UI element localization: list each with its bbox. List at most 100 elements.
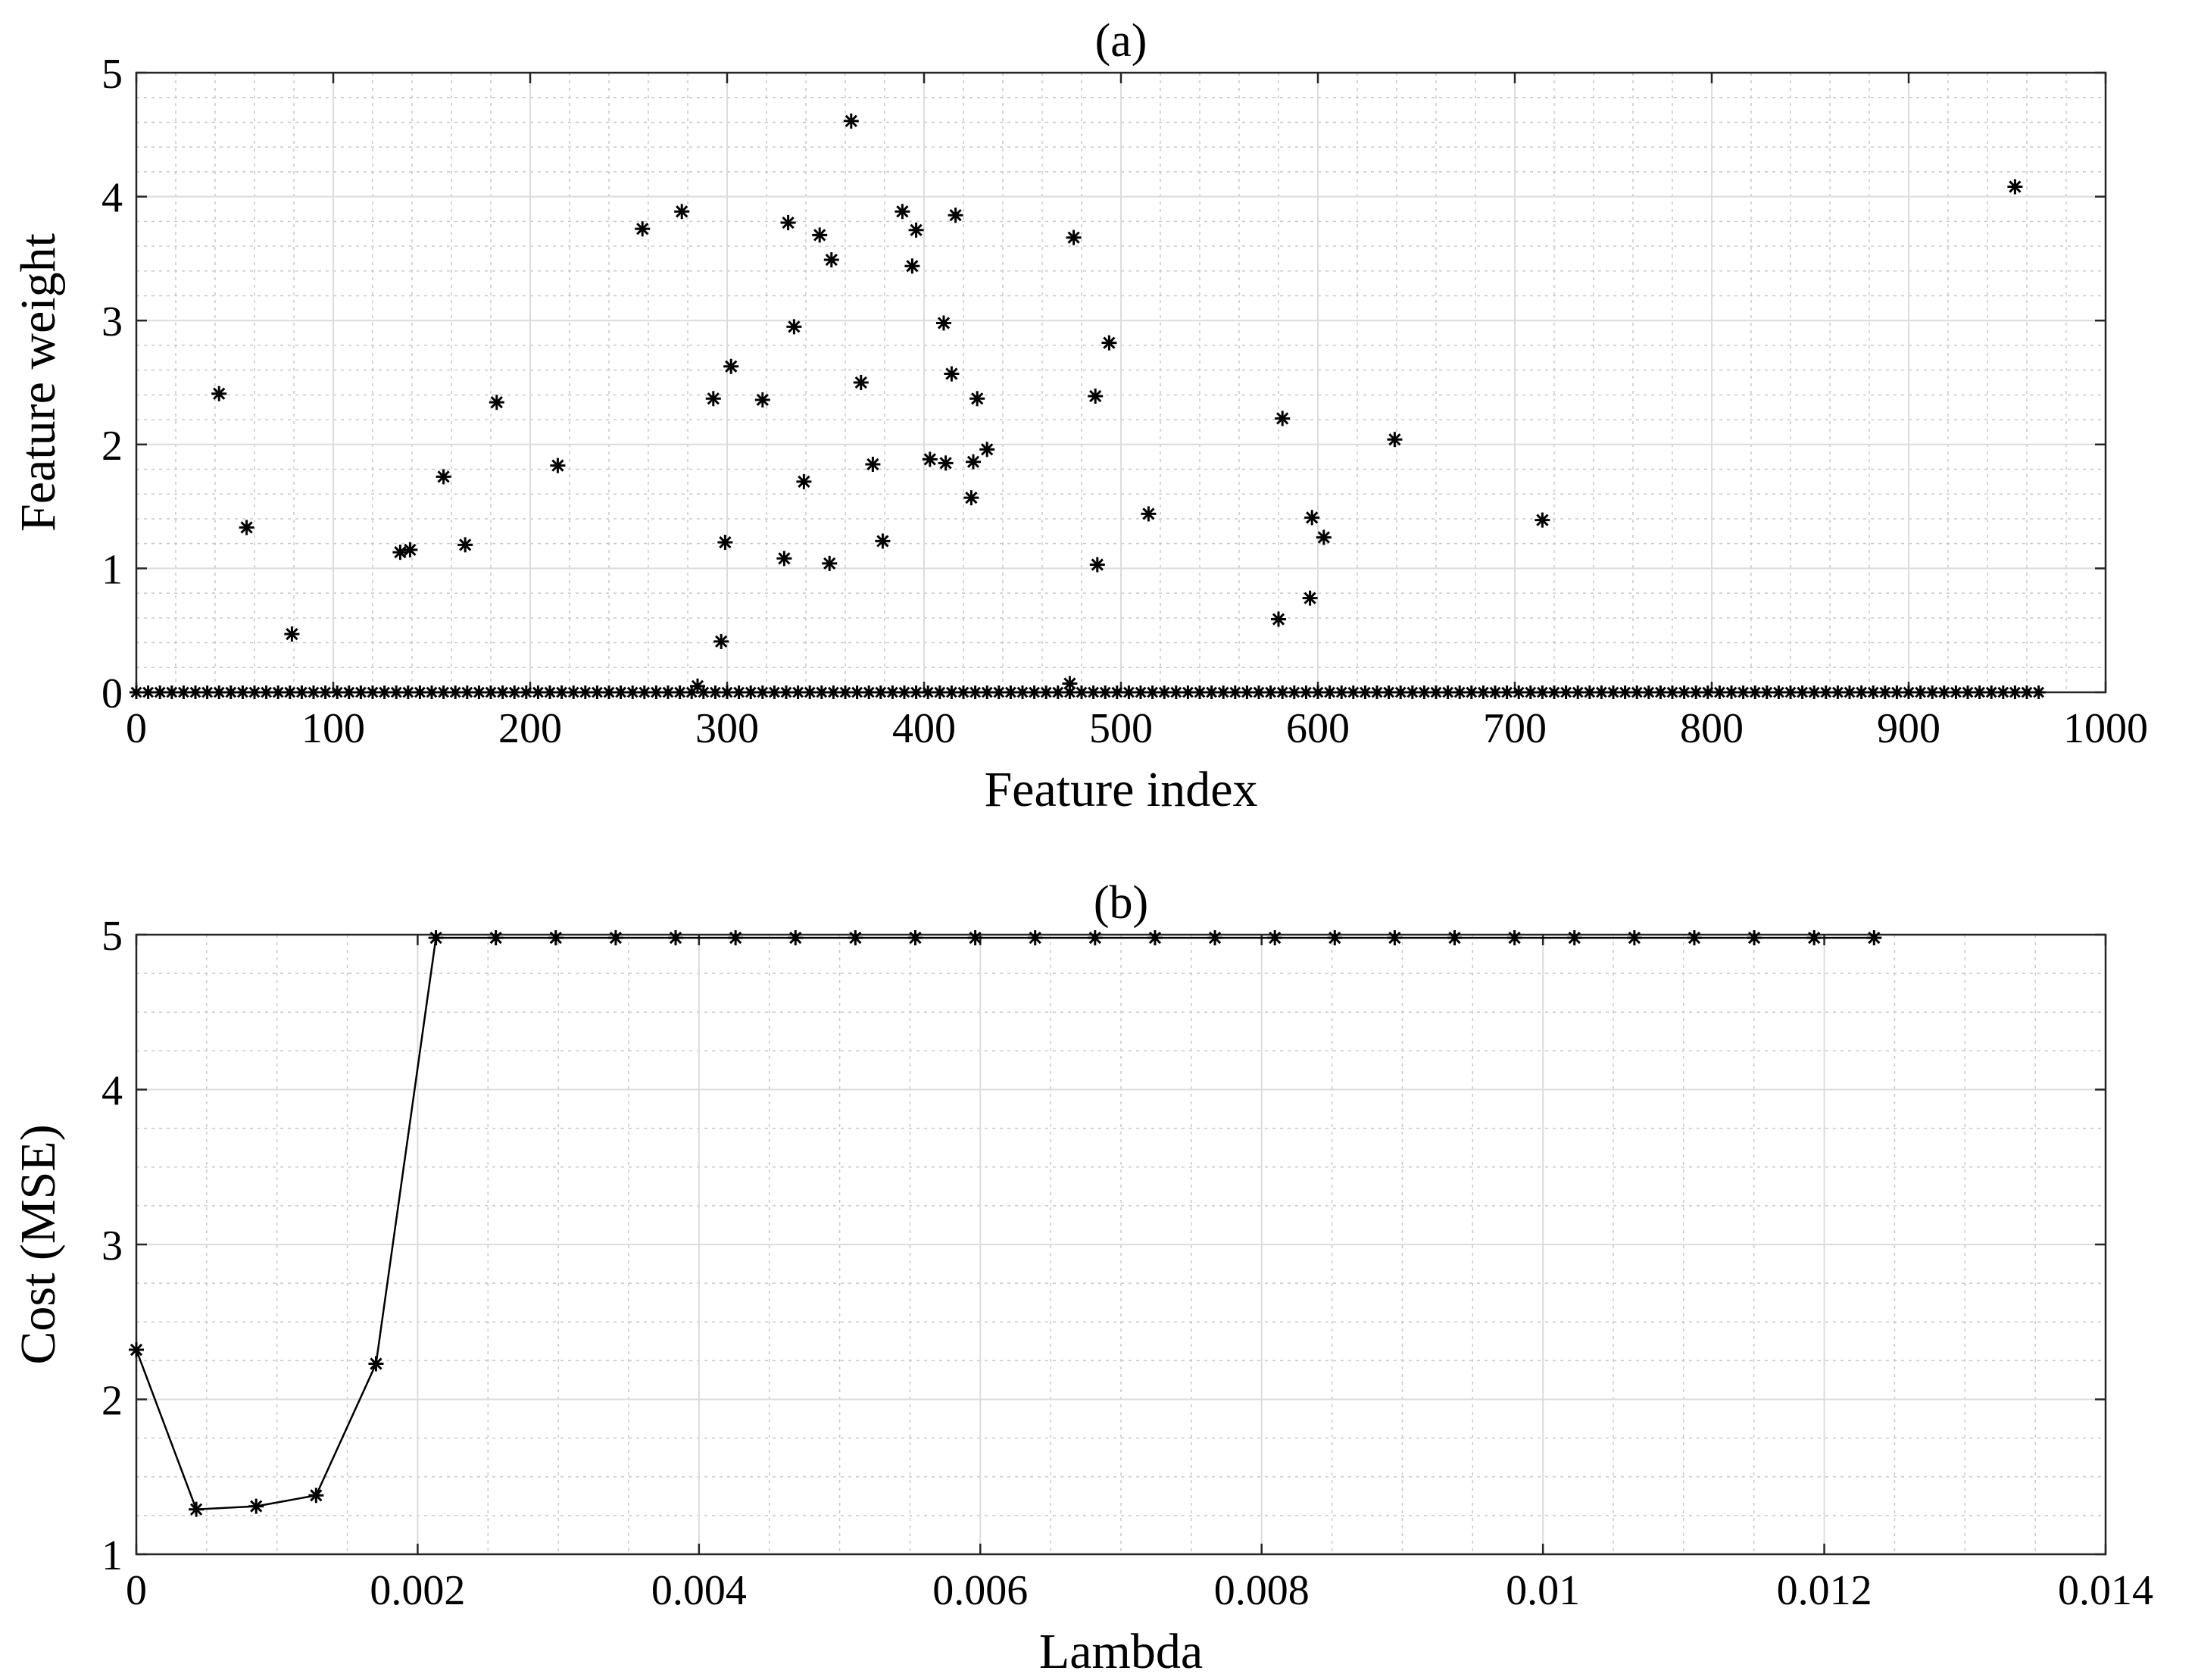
cost-point	[1027, 930, 1043, 946]
zero-weight-marker	[1641, 685, 1656, 699]
a-x-tick-label: 600	[1286, 705, 1350, 752]
zero-weight-marker	[1098, 685, 1113, 699]
zero-weight-marker	[862, 685, 876, 699]
feature-weight-point	[1304, 510, 1320, 526]
feature-weight-point	[550, 457, 566, 473]
cost-point	[368, 1356, 384, 1372]
cost-point	[1447, 930, 1463, 946]
zero-weight-marker	[1039, 685, 1054, 699]
feature-weight-point	[392, 545, 408, 561]
zero-weight-marker	[1523, 685, 1538, 699]
zero-weight-marker	[401, 685, 415, 699]
zero-weight-marker	[1996, 685, 2010, 699]
zero-weight-marker	[2008, 685, 2022, 699]
zero-weight-marker	[850, 685, 864, 699]
panel-b-title: (b)	[1094, 877, 1148, 929]
zero-weight-marker	[1346, 685, 1360, 699]
b-y-tick-label: 2	[101, 1378, 123, 1425]
zero-weight-marker	[637, 685, 651, 699]
zero-weight-marker	[1441, 685, 1455, 699]
zero-weight-marker	[1016, 685, 1029, 699]
feature-weight-point	[780, 214, 796, 230]
zero-weight-marker	[1240, 685, 1254, 699]
zero-weight-marker	[543, 685, 557, 699]
zero-weight-marker	[1110, 685, 1124, 699]
zero-weight-marker	[1027, 685, 1041, 699]
zero-weight-marker	[141, 685, 155, 699]
panel-b-minor-grid	[136, 935, 2106, 1554]
zero-weight-marker	[1819, 685, 1833, 699]
a-x-tick-label: 800	[1680, 705, 1744, 752]
a-y-tick-label: 1	[101, 546, 123, 593]
zero-weight-marker	[1784, 685, 1797, 699]
zero-weight-marker	[1984, 685, 1999, 699]
zero-weight-marker	[1843, 685, 1856, 699]
feature-weight-point	[904, 258, 920, 274]
a-x-tick-label: 400	[892, 705, 956, 752]
zero-weight-marker	[130, 685, 143, 699]
feature-weight-point	[1101, 335, 1117, 351]
zero-weight-marker	[1606, 685, 1620, 699]
zero-weight-marker	[980, 685, 994, 699]
panel-b-ticks: 0 0.002 0.004 0.006 0.008 0.01 0.012 0.014 1 2 3 4 5	[101, 913, 2153, 1614]
feature-weight-point	[853, 375, 869, 390]
zero-weight-marker	[1582, 685, 1597, 699]
a-x-tick-label: 700	[1483, 705, 1547, 752]
zero-weight-marker	[1322, 685, 1337, 699]
panel-b-cost-curve	[135, 936, 1875, 1510]
zero-weight-marker	[1890, 685, 1904, 699]
panel-a-y-axis-label: Feature weight	[11, 233, 66, 532]
zero-weight-marker	[1878, 685, 1892, 699]
feature-weight-point	[875, 533, 891, 549]
feature-weight-point	[690, 678, 705, 694]
zero-weight-marker	[307, 685, 320, 699]
feature-weight-point	[944, 366, 960, 382]
zero-weight-marker	[1689, 685, 1703, 699]
zero-weight-marker	[1736, 685, 1750, 699]
feature-weight-point	[754, 392, 770, 408]
zero-weight-marker	[873, 685, 888, 699]
panel-a-ticks: 0 100 200 300 400 500 600 700 800 900 1000 0 1 2 3 4 5	[101, 51, 2148, 752]
cost-point	[1566, 930, 1582, 946]
cost-point	[1387, 930, 1403, 946]
zero-weight-marker	[330, 685, 345, 699]
cost-point	[488, 930, 504, 946]
cost-point	[189, 1501, 205, 1517]
cost-point	[1087, 930, 1103, 946]
panel-b-y-axis-label: Cost (MSE)	[11, 1124, 66, 1364]
zero-weight-marker	[460, 685, 474, 699]
zero-weight-marker	[472, 685, 486, 699]
cost-point	[308, 1488, 324, 1504]
cost-point	[1267, 930, 1283, 946]
panel-a: 0 100 200 300 400 500 600 700 800 900 1000 0 1 2 3 4 5 (…	[11, 15, 2148, 817]
cost-point	[967, 930, 983, 946]
cost-point	[1866, 930, 1882, 946]
feature-weight-point	[211, 386, 227, 401]
zero-weight-marker	[661, 685, 675, 699]
zero-weight-marker	[1134, 685, 1147, 699]
zero-weight-marker	[1216, 685, 1231, 699]
zero-weight-marker	[767, 685, 782, 699]
zero-weight-marker	[1488, 685, 1502, 699]
feature-weight-point	[812, 227, 828, 243]
feature-weight-point	[908, 222, 924, 238]
a-y-tick-label: 2	[101, 423, 123, 470]
zero-weight-marker	[448, 685, 463, 699]
feature-weight-point	[436, 469, 451, 485]
zero-weight-marker	[366, 685, 379, 699]
zero-weight-marker	[200, 685, 214, 699]
feature-weight-point	[1275, 411, 1291, 426]
zero-weight-marker	[295, 685, 309, 699]
a-x-tick-label: 1000	[2063, 705, 2148, 752]
zero-weight-marker	[1370, 685, 1384, 699]
cost-point	[428, 930, 444, 946]
a-x-tick-label: 200	[498, 705, 562, 752]
feature-weight-point	[966, 454, 981, 470]
zero-weight-marker	[1748, 685, 1762, 699]
zero-weight-marker	[1913, 685, 1928, 699]
zero-weight-marker	[1795, 685, 1809, 699]
zero-weight-marker	[1358, 685, 1372, 699]
panel-b-points	[129, 930, 1882, 1517]
b-y-tick-label: 4	[101, 1068, 123, 1115]
zero-weight-marker	[389, 685, 404, 699]
